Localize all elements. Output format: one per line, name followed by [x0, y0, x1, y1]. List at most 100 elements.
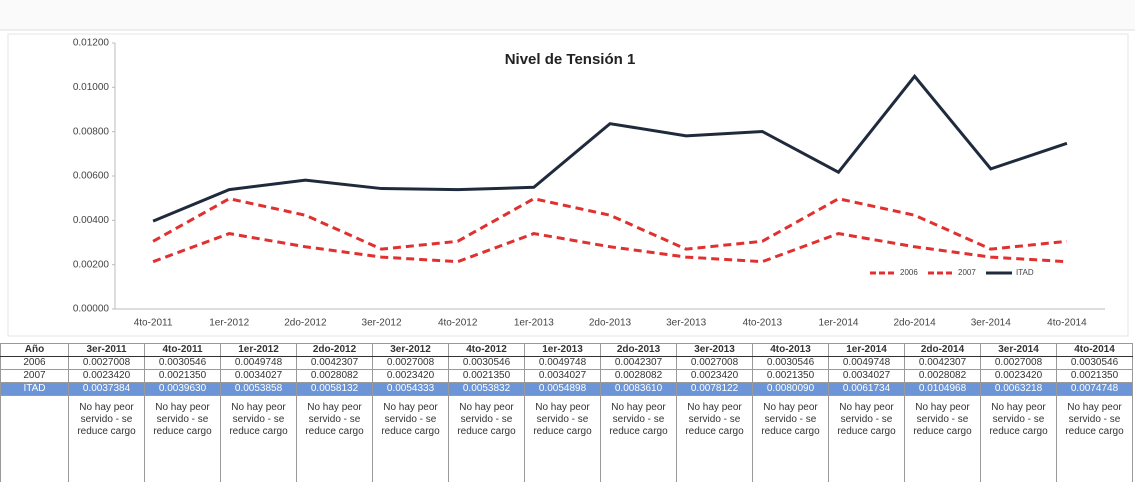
table-cell: 0.0053832: [448, 382, 525, 396]
table-cell: No hay peor servido - se reduce cargo: [904, 395, 981, 482]
x-tick-label: 1er-2013: [514, 318, 554, 329]
table-cell: No hay peor servido - se reduce cargo: [448, 395, 525, 482]
table-cell: 0.0027008: [676, 356, 753, 370]
table-cell: 0.0054333: [372, 382, 449, 396]
table-cell: 0.0028082: [904, 369, 981, 383]
table-cell: 0.0049748: [220, 356, 297, 370]
x-tick-label: 4to-2014: [1047, 318, 1087, 329]
legend-label: ITAD: [1016, 268, 1034, 277]
table-row: 2006 0.0027008 0.0030546 0.0049748 0.0042307…: [0, 356, 1133, 370]
table-cell: 0.0028082: [296, 369, 373, 383]
x-tick-label: 2do-2014: [893, 318, 936, 329]
table-cell: 0.0061734: [828, 382, 905, 396]
table-cell: 2do-2013: [600, 343, 677, 357]
table-cell: 0.0049748: [828, 356, 905, 370]
legend-label: 2007: [958, 268, 976, 277]
table-cell: 0.0080090: [752, 382, 829, 396]
x-tick-label: 2do-2013: [589, 318, 632, 329]
table-cell: No hay peor servido - se reduce cargo: [524, 395, 601, 482]
table-cell: 0.0030546: [752, 356, 829, 370]
table-cell: No hay peor servido - se reduce cargo: [752, 395, 829, 482]
table-cell: 0.0042307: [600, 356, 677, 370]
y-tick-label: 0.00400: [73, 215, 110, 226]
table-cell: ITAD: [0, 382, 69, 396]
y-tick-label: 0.01000: [73, 82, 110, 93]
table-cell: 2007: [0, 369, 69, 383]
table-cell: No hay peor servido - se reduce cargo: [220, 395, 297, 482]
table-cell: 0.0023420: [68, 369, 145, 383]
table-cell: 0.0030546: [448, 356, 525, 370]
table-cell: No hay peor servido - se reduce cargo: [676, 395, 753, 482]
table-cell: 3er-2011: [68, 343, 145, 357]
table-cell: 0.0021350: [144, 369, 221, 383]
x-tick-label: 3er-2012: [362, 318, 402, 329]
table-cell: 0.0021350: [752, 369, 829, 383]
table-cell: 1er-2012: [220, 343, 297, 357]
y-tick-label: 0.00000: [73, 304, 110, 315]
table-cell: 2006: [0, 356, 69, 370]
table-cell: 0.0053858: [220, 382, 297, 396]
table-cell: No hay peor servido - se reduce cargo: [372, 395, 449, 482]
table-cell: 0.0023420: [676, 369, 753, 383]
legend-label: 2006: [900, 268, 918, 277]
x-tick-label: 1er-2014: [818, 318, 858, 329]
table-cell: 3er-2012: [372, 343, 449, 357]
table-cell: 0.0023420: [372, 369, 449, 383]
table-cell: No hay peor servido - se reduce cargo: [1056, 395, 1133, 482]
table-cell: 0.0104968: [904, 382, 981, 396]
table-cell: 0.0039630: [144, 382, 221, 396]
table-cell: No hay peor servido - se reduce cargo: [828, 395, 905, 482]
x-tick-label: 3er-2013: [666, 318, 706, 329]
table-cell: [0, 395, 69, 482]
table-cell: 0.0042307: [904, 356, 981, 370]
table-cell: 0.0058132: [296, 382, 373, 396]
table-cell: 2do-2014: [904, 343, 981, 357]
chart-title: Nivel de Tensión 1: [505, 51, 636, 68]
table-cell: 0.0021350: [448, 369, 525, 383]
table-cell: 0.0028082: [600, 369, 677, 383]
table-cell: No hay peor servido - se reduce cargo: [68, 395, 145, 482]
table-cell: No hay peor servido - se reduce cargo: [600, 395, 677, 482]
table-cell: 3er-2013: [676, 343, 753, 357]
x-tick-label: 1er-2012: [209, 318, 249, 329]
table-cell: 4to-2011: [144, 343, 221, 357]
table-cell: 4to-2012: [448, 343, 525, 357]
table-cell: 1er-2014: [828, 343, 905, 357]
table-cell: 0.0027008: [980, 356, 1057, 370]
y-tick-label: 0.00600: [73, 171, 110, 182]
series-line: [152, 73, 1068, 223]
y-tick-label: 0.00200: [73, 259, 110, 270]
table-cell: No hay peor servido - se reduce cargo: [144, 395, 221, 482]
table-cell: 0.0083610: [600, 382, 677, 396]
table-cell: No hay peor servido - se reduce cargo: [296, 395, 373, 482]
table-row: 2007 0.0023420 0.0021350 0.0034027 0.0028082…: [0, 369, 1133, 383]
table-cell: 0.0027008: [68, 356, 145, 370]
table-cell: 4to-2013: [752, 343, 829, 357]
table-cell: 0.0021350: [1056, 369, 1133, 383]
table-cell: 0.0030546: [1056, 356, 1133, 370]
table-cell: 0.0049748: [524, 356, 601, 370]
series-line: [152, 197, 1068, 251]
chart-frame: [7, 33, 1129, 337]
x-tick-label: 4to-2012: [438, 318, 478, 329]
series-line: [152, 232, 1068, 264]
table-cell: 0.0054898: [524, 382, 601, 396]
table-cell: 0.0034027: [828, 369, 905, 383]
chart: Nivel de Tensión 1 0.00000 0.00200 0.00400…: [0, 0, 1135, 337]
y-tick-label: 0.00800: [73, 126, 110, 137]
sheet-header: [0, 0, 1135, 30]
table-cell: 0.0063218: [980, 382, 1057, 396]
table-cell: 0.0030546: [144, 356, 221, 370]
x-tick-label: 4to-2011: [134, 318, 173, 329]
table-cell: 0.0042307: [296, 356, 373, 370]
table-cell: 4to-2014: [1056, 343, 1133, 357]
x-tick-label: 2do-2012: [284, 318, 327, 329]
table-cell: 0.0074748: [1056, 382, 1133, 396]
table-cell: 2do-2012: [296, 343, 373, 357]
table-row: ITAD 0.0037384 0.0039630 0.0053858 0.0058132…: [0, 382, 1133, 396]
table-cell: 0.0034027: [524, 369, 601, 383]
table-cell: 1er-2013: [524, 343, 601, 357]
x-tick-label: 3er-2014: [971, 318, 1011, 329]
x-tick-label: 4to-2013: [743, 318, 783, 329]
